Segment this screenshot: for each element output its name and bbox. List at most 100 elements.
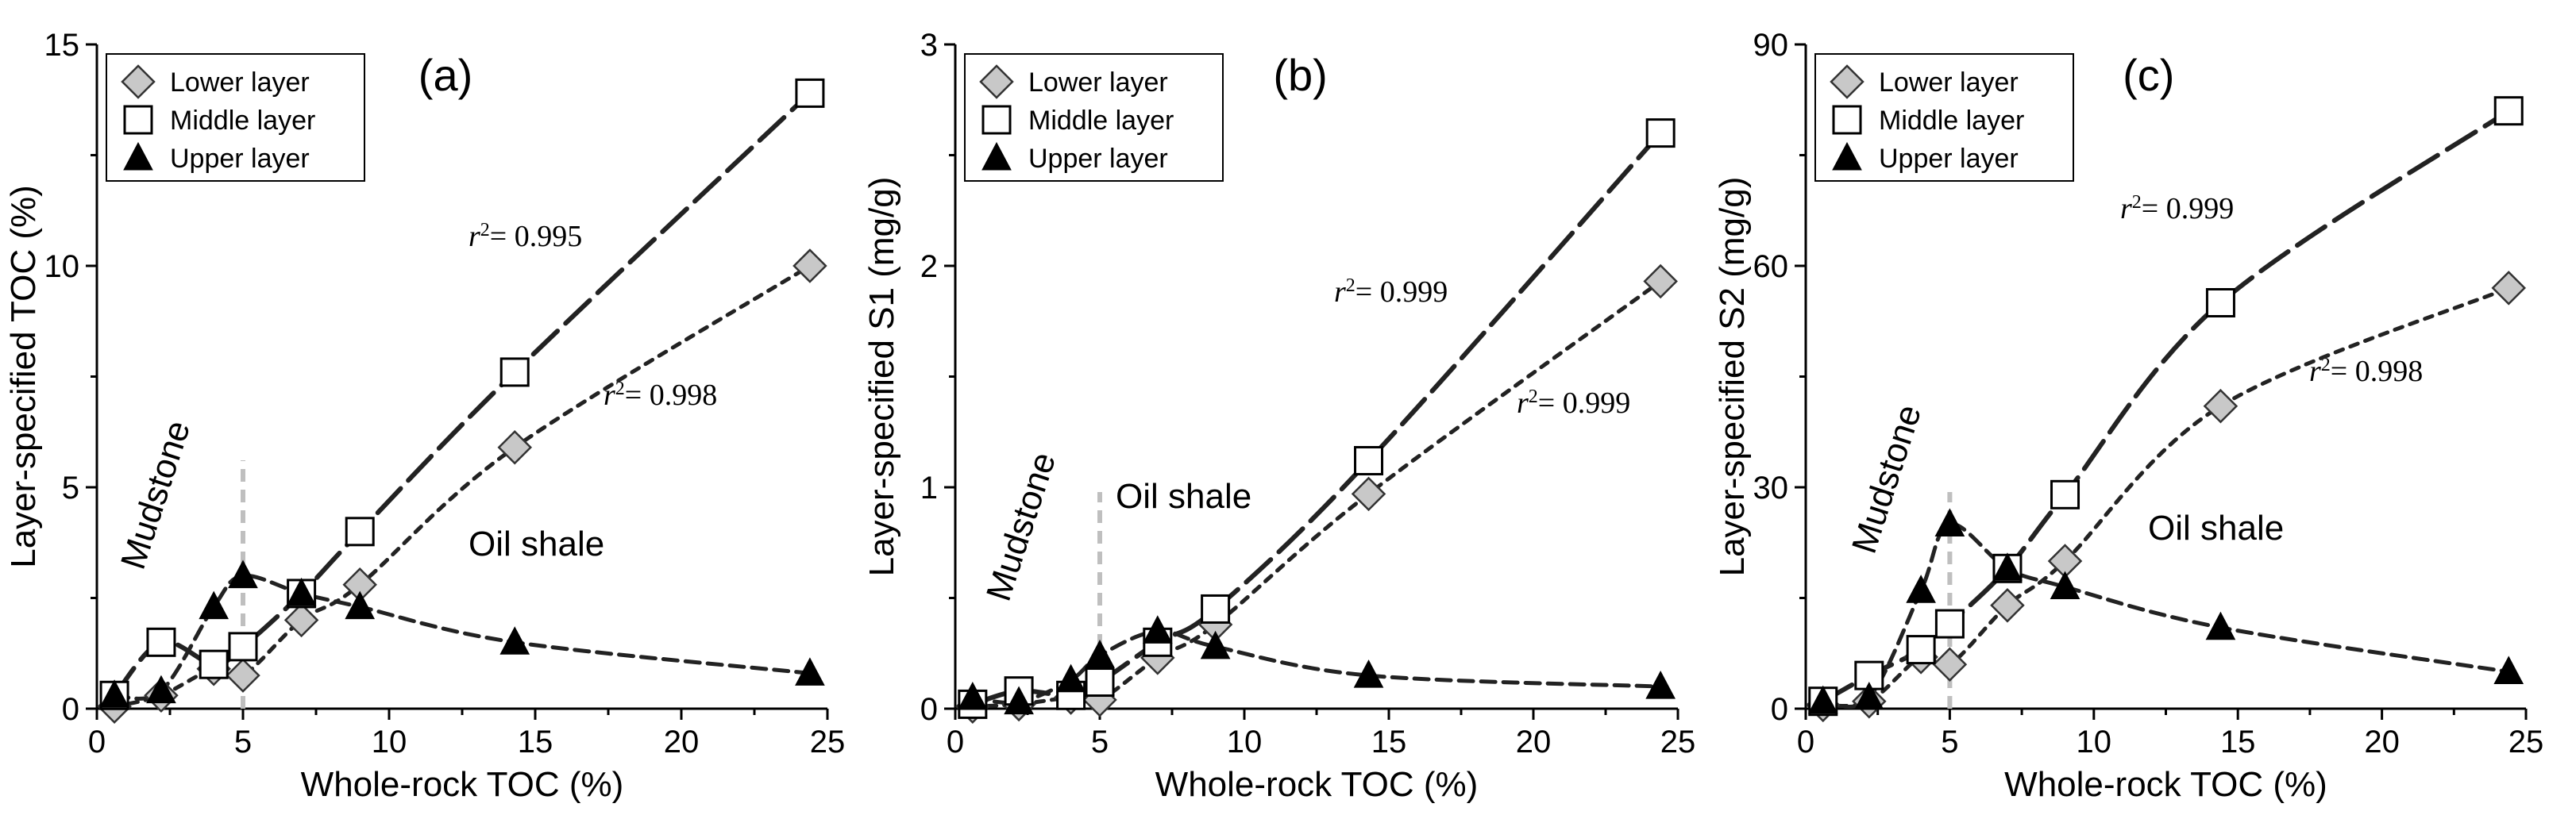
data-point-middle-layer — [2050, 479, 2080, 509]
legend-entry-label: Upper layer — [1879, 144, 2019, 174]
x-tick-label: 0 — [88, 725, 106, 759]
data-point-lower-layer — [792, 248, 827, 283]
data-point-upper-layer — [1353, 659, 1384, 688]
data-point-lower-layer — [1932, 647, 1968, 682]
panel-a: 0 5 10 15 20 25 0 5 10 15 Whole-rock TOC (%) Layer-… — [4, 28, 845, 804]
y-tick-label: 30 — [1753, 471, 1789, 506]
data-point-upper-layer — [1055, 663, 1086, 693]
legend-marker — [121, 64, 156, 99]
x-tick-label: 10 — [1227, 725, 1263, 759]
legend-marker — [981, 141, 1012, 171]
y-tick-label: 3 — [920, 28, 938, 63]
y-tick-label: 0 — [1771, 692, 1788, 727]
data-point-upper-layer — [1645, 671, 1676, 699]
x-axis-title: Whole-rock TOC (%) — [1155, 765, 1479, 804]
legend-entry-label: Lower layer — [1879, 67, 2019, 98]
fit-curve-lower-layer — [112, 263, 812, 709]
legend-marker — [1832, 141, 1862, 171]
x-tick-label: 10 — [2077, 725, 2112, 759]
data-point-lower-layer — [1643, 263, 1678, 299]
data-point-lower-layer — [497, 430, 533, 465]
data-point-upper-layer — [286, 577, 317, 606]
x-tick-label: 5 — [1941, 725, 1958, 759]
x-tick-label: 5 — [1091, 725, 1109, 759]
data-point-lower-layer — [1351, 476, 1386, 512]
mudstone-label: Mudstone — [114, 416, 198, 574]
data-point-lower-layer — [2491, 271, 2526, 306]
legend-marker — [1832, 105, 1862, 135]
legend-entry-label: Middle layer — [1879, 106, 2024, 136]
panel-label: (b) — [1273, 50, 1327, 100]
x-tick-label: 20 — [1516, 725, 1552, 759]
data-point-lower-layer — [226, 658, 260, 693]
r2-middle-label: r2= 0.995 — [469, 220, 582, 253]
data-point-upper-layer — [795, 657, 825, 686]
data-point-upper-layer — [1992, 552, 2023, 581]
y-axis-title: Layer-specified S2 (mg/g) — [1713, 177, 1752, 577]
r2-lower-label: r2= 0.998 — [2309, 355, 2423, 388]
data-point-middle-layer — [1354, 446, 1384, 476]
fit-curve-middle-layer — [1820, 108, 2512, 704]
x-axis-title: Whole-rock TOC (%) — [2004, 765, 2327, 804]
x-tick-label: 10 — [372, 725, 407, 759]
data-point-middle-layer — [499, 357, 530, 387]
x-axis-title: Whole-rock TOC (%) — [301, 765, 624, 804]
fit-curve-middle-layer — [970, 130, 1664, 707]
oil-shale-label: Oil shale — [469, 525, 604, 563]
data-point-middle-layer — [795, 78, 825, 108]
data-point-upper-layer — [228, 559, 258, 589]
fit-curve-lower-layer — [970, 279, 1663, 709]
data-point-upper-layer — [1142, 615, 1173, 644]
y-tick-label: 10 — [44, 249, 80, 284]
legend-marker — [981, 105, 1012, 135]
r2-middle-label: r2= 0.999 — [2120, 192, 2234, 225]
legend-entry-label: Middle layer — [1028, 106, 1174, 136]
fit-curve-upper-layer — [1821, 521, 2511, 709]
r2-middle-label: r2= 0.999 — [1334, 275, 1448, 309]
fit-curve-upper-layer — [970, 629, 1663, 705]
legend-marker — [123, 105, 153, 135]
legend-marker — [1830, 64, 1865, 99]
x-tick-label: 15 — [518, 725, 553, 759]
data-point-upper-layer — [199, 590, 229, 620]
legend-marker — [123, 141, 153, 171]
x-tick-label: 25 — [1660, 725, 1696, 759]
legend: Lower layer Middle layer Upper layer — [106, 53, 365, 182]
data-point-upper-layer — [1934, 508, 1965, 536]
data-point-middle-layer — [1934, 609, 1965, 639]
y-tick-label: 90 — [1753, 28, 1789, 63]
fit-curve-middle-layer — [112, 90, 812, 698]
data-point-upper-layer — [146, 675, 176, 704]
data-point-upper-layer — [958, 681, 988, 710]
y-tick-label: 0 — [920, 692, 938, 727]
y-tick-label: 1 — [920, 471, 938, 506]
data-point-middle-layer — [1645, 118, 1676, 148]
mudstone-label: Mudstone — [1845, 400, 1929, 558]
data-point-lower-layer — [283, 602, 319, 638]
y-tick-label: 0 — [62, 692, 79, 727]
x-tick-label: 5 — [234, 725, 252, 759]
data-point-middle-layer — [1906, 635, 1936, 665]
legend-entry-label: Lower layer — [1028, 67, 1168, 98]
data-point-middle-layer — [146, 627, 176, 657]
data-point-lower-layer — [1990, 588, 2025, 623]
panel-c: 0 5 10 15 20 25 0 30 60 90 Whole-rock TOC (%) Layer… — [1713, 28, 2543, 804]
legend-entry-label: Upper layer — [170, 144, 310, 174]
legend-marker — [979, 64, 1014, 99]
y-tick-label: 60 — [1753, 249, 1789, 284]
data-point-upper-layer — [1906, 575, 1936, 603]
x-tick-label: 20 — [664, 725, 700, 759]
fit-curve-lower-layer — [1821, 286, 2511, 709]
data-point-upper-layer — [345, 590, 376, 620]
r2-lower-label: r2= 0.998 — [604, 379, 717, 412]
x-tick-label: 15 — [1371, 725, 1407, 759]
data-point-upper-layer — [1807, 685, 1838, 714]
data-point-lower-layer — [2203, 388, 2239, 424]
data-point-upper-layer — [1200, 630, 1231, 659]
data-point-middle-layer — [345, 517, 375, 547]
data-point-middle-layer — [199, 649, 229, 679]
y-tick-label: 15 — [44, 28, 80, 63]
data-point-middle-layer — [228, 632, 258, 662]
legend: Lower layer Middle layer Upper layer — [964, 53, 1224, 182]
legend-entry-label: Middle layer — [170, 106, 315, 136]
